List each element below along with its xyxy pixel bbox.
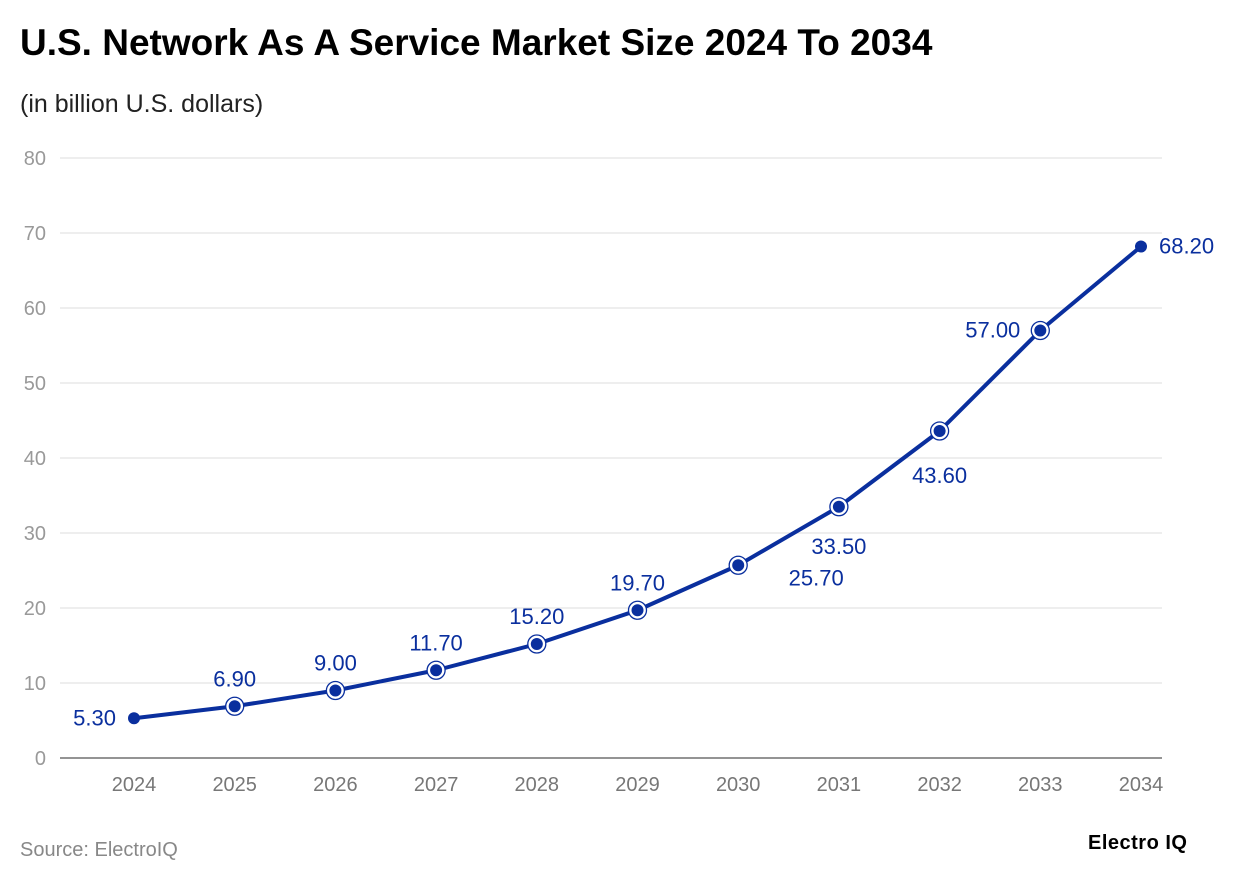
- data-point: [430, 664, 443, 677]
- data-point: [228, 700, 241, 713]
- data-label: 19.70: [610, 570, 665, 595]
- x-tick-label: 2029: [615, 774, 660, 796]
- data-label: 68.20: [1159, 234, 1214, 259]
- data-label: 43.60: [912, 463, 967, 488]
- y-tick-label: 30: [24, 523, 46, 545]
- chart-subtitle: (in billion U.S. dollars): [20, 90, 264, 118]
- x-tick-label: 2033: [1018, 774, 1063, 796]
- x-tick-label: 2034: [1119, 774, 1164, 796]
- data-point: [530, 638, 543, 650]
- y-tick-label: 0: [35, 748, 46, 770]
- x-tick-label: 2032: [917, 774, 962, 796]
- data-label: 5.30: [73, 705, 116, 730]
- data-label: 57.00: [965, 318, 1020, 343]
- x-tick-label: 2026: [313, 774, 358, 796]
- data-point: [1034, 324, 1047, 337]
- chart-title: U.S. Network As A Service Market Size 20…: [20, 22, 933, 63]
- data-label: 25.70: [789, 565, 844, 590]
- y-tick-label: 70: [24, 223, 46, 245]
- x-tick-label: 2028: [515, 774, 560, 796]
- data-point: [732, 559, 745, 572]
- source-note: Source: ElectroIQ: [20, 839, 178, 861]
- x-tick-label: 2031: [817, 774, 862, 796]
- y-tick-label: 50: [24, 373, 46, 395]
- data-label: 9.00: [314, 651, 357, 676]
- x-tick-label: 2025: [212, 774, 257, 796]
- data-point: [128, 712, 140, 725]
- x-tick-label: 2030: [716, 774, 761, 796]
- data-point: [1135, 240, 1147, 253]
- y-tick-label: 80: [24, 148, 46, 170]
- data-point: [832, 500, 845, 513]
- x-tick-label: 2024: [112, 774, 157, 796]
- data-label: 33.50: [811, 534, 866, 559]
- data-label: 15.20: [509, 604, 564, 629]
- data-point: [631, 604, 644, 617]
- x-tick-label: 2027: [414, 774, 459, 796]
- data-label: 11.70: [409, 630, 462, 655]
- y-tick-label: 40: [24, 448, 46, 470]
- data-label: 6.90: [213, 666, 256, 691]
- y-tick-label: 60: [24, 298, 46, 320]
- y-tick-label: 20: [24, 598, 46, 620]
- electroiq-logo: Electro IQ: [1088, 832, 1188, 854]
- y-tick-label: 10: [24, 673, 46, 695]
- data-point: [329, 684, 342, 697]
- data-point: [933, 425, 946, 437]
